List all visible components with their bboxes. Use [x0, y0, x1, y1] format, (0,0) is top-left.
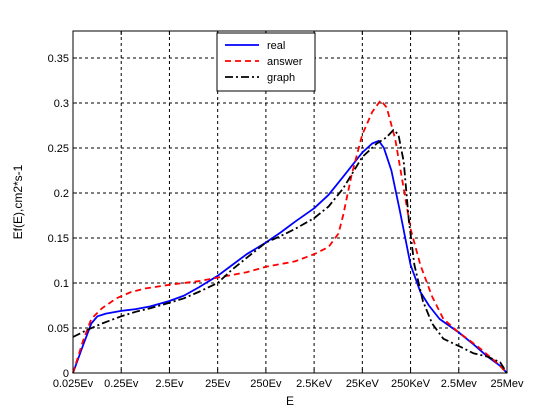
y-tick-label: 0.15: [48, 233, 69, 245]
y-tick-label: 0.05: [48, 323, 69, 335]
series-line-graph: [72, 129, 508, 374]
x-tick-label: 250KeV: [391, 378, 431, 390]
x-tick-label: 2.5KeV: [296, 378, 333, 390]
x-tick-label: 2.5Ev: [155, 378, 184, 390]
y-tick-label: 0.2: [54, 188, 69, 200]
y-axis-label: Ef(E),cm2*s-1: [11, 164, 25, 239]
x-tick-label: 250Ev: [250, 378, 282, 390]
x-tick-label: 25KeV: [346, 378, 380, 390]
legend-label-real: real: [267, 40, 285, 52]
x-axis-label: E: [286, 394, 294, 408]
x-tick-label: 2.5Mev: [441, 378, 478, 390]
x-tick-label: 25Mev: [490, 378, 524, 390]
axis-ticks: 0.025Ev 0.25Ev 2.5Ev 25Ev 250Ev 2.5KeV 25KeV 25…: [48, 31, 524, 390]
x-tick-label: 0.25Ev: [104, 378, 139, 390]
y-tick-label: 0.1: [54, 278, 69, 290]
series-layer: [72, 99, 508, 374]
y-tick-label: 0: [63, 368, 69, 380]
series-line-real: [72, 139, 508, 374]
series-line-answer: [72, 99, 508, 374]
plot-frame: [72, 30, 508, 374]
x-tick-label: 0.025Ev: [53, 378, 94, 390]
y-tick-label: 0.35: [48, 53, 69, 65]
y-tick-label: 0.25: [48, 143, 69, 155]
legend-label-graph: graph: [267, 72, 295, 84]
x-tick-label: 25Ev: [205, 378, 231, 390]
legend-label-answer: answer: [267, 56, 303, 68]
legend-box: [216, 32, 316, 92]
legend: real answer graph: [216, 32, 316, 92]
y-tick-label: 0.3: [54, 98, 69, 110]
